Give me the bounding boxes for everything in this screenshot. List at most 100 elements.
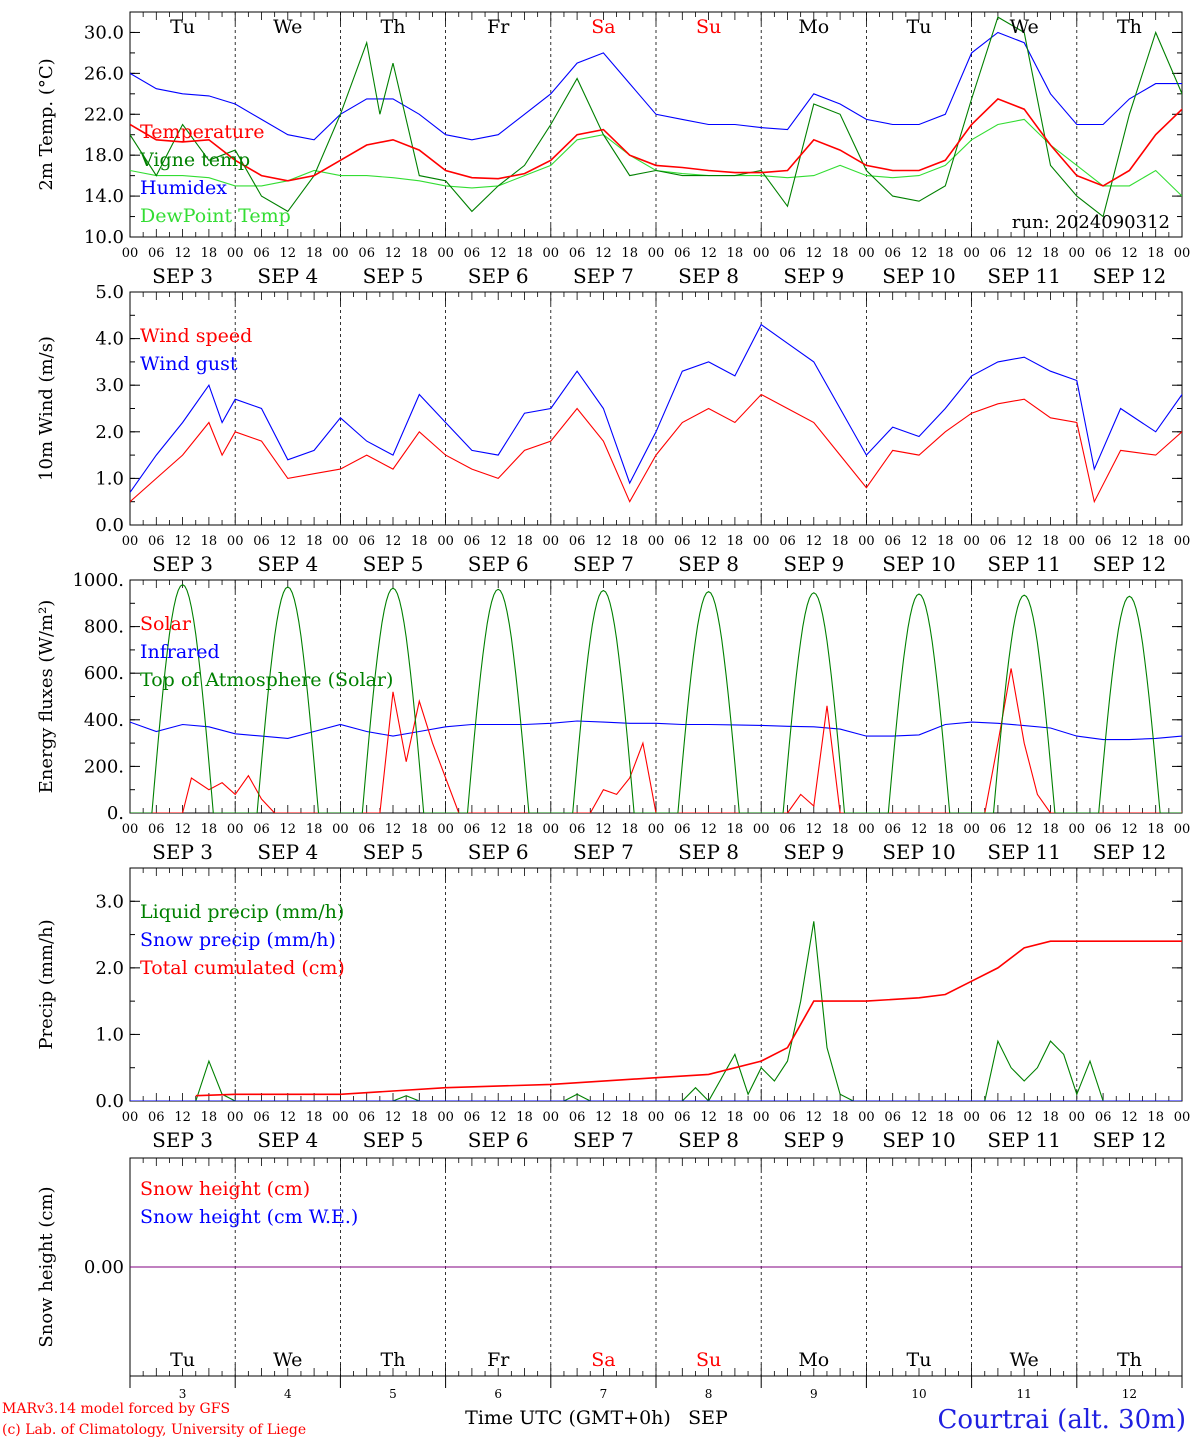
hour-label: 06 xyxy=(253,822,270,837)
date-label: SEP 8 xyxy=(678,552,739,576)
hour-label: 06 xyxy=(990,246,1007,261)
hour-label: 06 xyxy=(464,246,481,261)
day-footer: Sa xyxy=(591,1349,615,1371)
hour-label: 00 xyxy=(543,534,560,549)
hour-label: 00 xyxy=(648,534,665,549)
hour-label: 18 xyxy=(621,1110,638,1125)
hour-label: 00 xyxy=(437,1110,454,1125)
hour-label: 18 xyxy=(306,822,323,837)
hour-label: 12 xyxy=(385,1110,402,1125)
hour-label: 18 xyxy=(621,534,638,549)
date-label: SEP 4 xyxy=(257,552,318,576)
hour-label: 18 xyxy=(411,246,428,261)
hour-label: 00 xyxy=(122,1110,139,1125)
hour-label: 18 xyxy=(1147,246,1164,261)
day-header: Sa xyxy=(591,16,615,38)
hour-label: 00 xyxy=(122,246,139,261)
hour-label: 00 xyxy=(1174,822,1191,837)
hour-label: 18 xyxy=(201,534,218,549)
hour-label: 12 xyxy=(700,246,717,261)
series-vigne-temp xyxy=(130,16,1182,218)
day-number: 8 xyxy=(705,1387,713,1401)
series-liquid-precip-mm-h- xyxy=(130,921,1182,1101)
hour-label: 00 xyxy=(1174,246,1191,261)
day-footer: Th xyxy=(381,1349,406,1371)
day-number: 4 xyxy=(284,1387,292,1401)
hour-label: 00 xyxy=(753,1110,770,1125)
hour-label: 18 xyxy=(1042,534,1059,549)
hour-label: 06 xyxy=(674,246,691,261)
hour-label: 06 xyxy=(464,1110,481,1125)
hour-label: 12 xyxy=(806,534,823,549)
y-tick-label: 0. xyxy=(107,803,124,824)
hour-label: 00 xyxy=(753,246,770,261)
hour-label: 12 xyxy=(280,534,297,549)
day-footer: We xyxy=(1010,1349,1039,1371)
panel-2-series xyxy=(130,323,1182,504)
hour-label: 00 xyxy=(227,1110,244,1125)
hour-label: 12 xyxy=(174,246,191,261)
panel-4-series xyxy=(130,921,1182,1101)
date-label: SEP 9 xyxy=(783,552,844,576)
hour-label: 00 xyxy=(1069,1110,1086,1125)
hour-label: 00 xyxy=(332,246,349,261)
y-tick-label: 4.0 xyxy=(95,329,124,350)
hour-label: 06 xyxy=(884,822,901,837)
hour-label: 12 xyxy=(385,246,402,261)
day-header: Tu xyxy=(907,16,932,38)
hour-label: 00 xyxy=(753,534,770,549)
hour-label: 12 xyxy=(1121,822,1138,837)
legend-temperature: Temperature xyxy=(140,121,264,143)
y-tick-label: 22.0 xyxy=(84,104,124,125)
series-dewpoint-temp xyxy=(130,118,1182,197)
hour-label: 18 xyxy=(516,534,533,549)
legend-top-of-atmosphere-solar-: Top of Atmosphere (Solar) xyxy=(140,669,393,691)
hour-label: 12 xyxy=(490,1110,507,1125)
y-tick-label: 10.0 xyxy=(84,227,124,248)
hour-label: 12 xyxy=(174,1110,191,1125)
date-label: SEP 10 xyxy=(882,840,956,864)
date-label: SEP 4 xyxy=(257,840,318,864)
hour-label: 00 xyxy=(227,534,244,549)
date-label: SEP 3 xyxy=(152,1128,213,1152)
hour-label: 12 xyxy=(1016,534,1033,549)
x-axis-month: SEP xyxy=(688,1407,728,1429)
hour-label: 12 xyxy=(280,246,297,261)
x-axis-label: Time UTC (GMT+0h) xyxy=(465,1407,671,1429)
hour-label: 18 xyxy=(832,1110,849,1125)
hour-label: 12 xyxy=(700,534,717,549)
hour-label: 12 xyxy=(174,534,191,549)
hour-label: 06 xyxy=(990,822,1007,837)
day-footer: Tu xyxy=(170,1349,195,1371)
hour-label: 18 xyxy=(516,822,533,837)
hour-label: 12 xyxy=(595,1110,612,1125)
y-tick-label: 26.0 xyxy=(84,63,124,84)
hour-label: 06 xyxy=(148,246,165,261)
legend-humidex: Humidex xyxy=(140,177,227,199)
date-label: SEP 10 xyxy=(882,1128,956,1152)
hour-label: 12 xyxy=(595,246,612,261)
hour-label: 12 xyxy=(1121,1110,1138,1125)
hour-label: 18 xyxy=(832,534,849,549)
y-tick-label: 2.0 xyxy=(95,958,124,979)
date-label: SEP 3 xyxy=(152,840,213,864)
legend-liquid-precip-mm-h-: Liquid precip (mm/h) xyxy=(140,901,344,923)
day-footer: Th xyxy=(1117,1349,1142,1371)
y-tick-label: 600. xyxy=(84,663,124,684)
y-tick-label: 1000. xyxy=(72,570,124,591)
legend-wind-speed: Wind speed xyxy=(140,325,252,347)
series-humidex xyxy=(130,31,1182,141)
hour-label: 18 xyxy=(516,1110,533,1125)
credit-line-2: (c) Lab. of Climatology, University of L… xyxy=(2,1422,306,1438)
y-tick-label: 0.00 xyxy=(84,1257,124,1278)
hour-label: 18 xyxy=(1042,822,1059,837)
hour-label: 06 xyxy=(779,246,796,261)
date-label: SEP 9 xyxy=(783,1128,844,1152)
day-header: We xyxy=(273,16,302,38)
hour-label: 18 xyxy=(727,822,744,837)
hour-label: 18 xyxy=(727,534,744,549)
hour-label: 00 xyxy=(1174,1110,1191,1125)
date-label: SEP 11 xyxy=(987,552,1061,576)
day-footer: Mo xyxy=(798,1349,829,1371)
hour-label: 12 xyxy=(806,246,823,261)
